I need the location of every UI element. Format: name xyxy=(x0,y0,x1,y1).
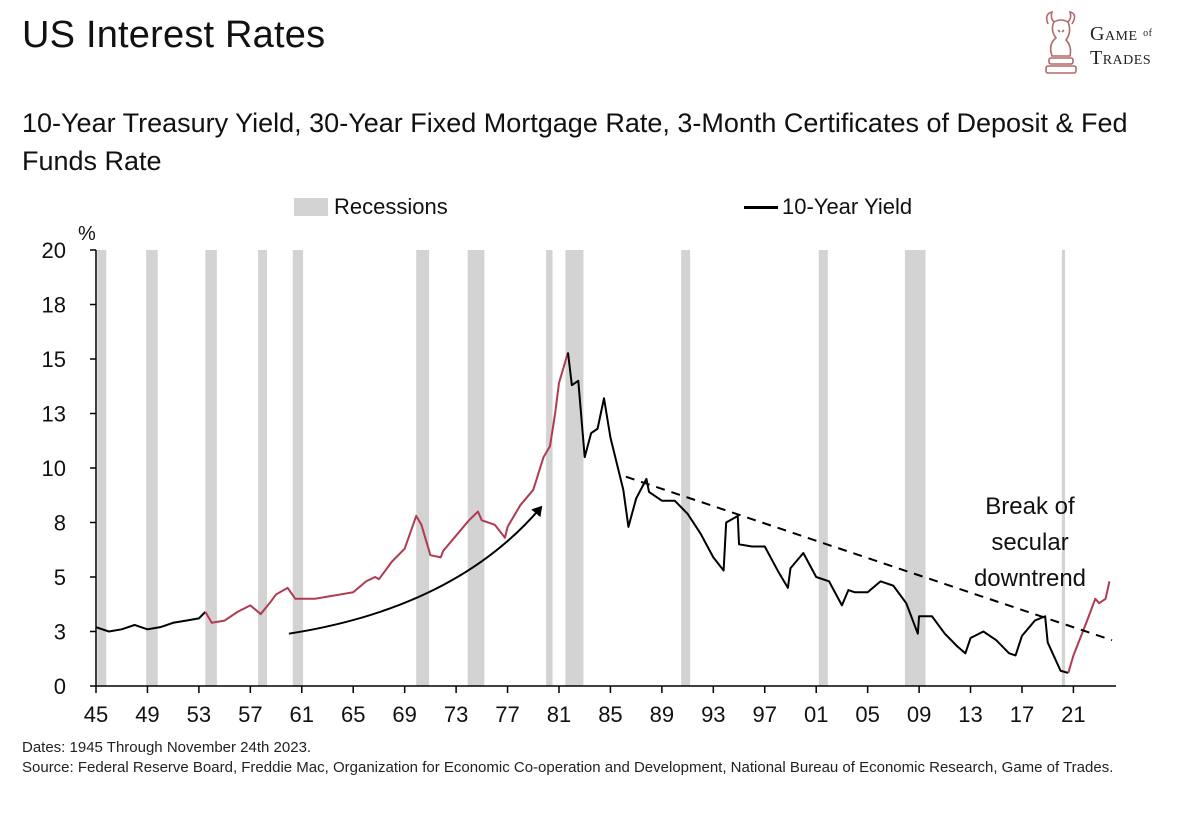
chart-subtitle: 10-Year Treasury Yield, 30-Year Fixed Mo… xyxy=(22,108,1128,176)
annotations: Break of secular downtrend xyxy=(974,493,1086,592)
series-line-10-year-yield xyxy=(1067,581,1111,674)
annotation-line: downtrend xyxy=(974,565,1086,592)
recession-band xyxy=(546,250,553,686)
bull-knight-icon xyxy=(1045,10,1077,74)
y-tick-label: 3 xyxy=(54,620,66,645)
x-tick-label: 05 xyxy=(855,702,879,727)
footnote: Dates: 1945 Through November 24th 2023. … xyxy=(22,738,1182,778)
x-tick-label: 97 xyxy=(753,702,777,727)
legend-recessions-label: Recessions xyxy=(334,194,448,219)
x-tick-label: 01 xyxy=(804,702,828,727)
y-tick-label: 0 xyxy=(54,674,66,699)
axes: 0 3 5 8 10 13 15 18 20% 45 49 53 57 61 65 69 73 77 81 85 89 9… xyxy=(42,223,1116,727)
recession-bands xyxy=(97,250,1066,686)
legend-yield: 10-Year Yield xyxy=(744,194,912,220)
rising-rates-arrow xyxy=(288,505,543,635)
logo-line-2: Trades xyxy=(1090,47,1152,69)
y-tick-label: 18 xyxy=(42,293,66,318)
recession-band xyxy=(1061,250,1066,686)
x-tick-label: 53 xyxy=(187,702,211,727)
recession-band xyxy=(818,250,828,686)
recession-band xyxy=(146,250,158,686)
x-tick-label: 77 xyxy=(495,702,519,727)
recession-band xyxy=(416,250,430,686)
series-line-10-year-yield xyxy=(566,352,1069,674)
series-line-10-year-yield xyxy=(95,611,207,633)
footnote-dates: Dates: 1945 Through November 24th 2023. xyxy=(22,739,312,756)
x-tick-label: 57 xyxy=(238,702,262,727)
x-tick-label: 81 xyxy=(547,702,571,727)
recession-band xyxy=(681,250,691,686)
logo-wordmark: Game of Trades xyxy=(1090,24,1152,68)
series-line-10-year-yield xyxy=(204,352,569,624)
logo xyxy=(1038,10,1188,82)
x-tick-label: 89 xyxy=(650,702,674,727)
recession-band xyxy=(292,250,304,686)
footnote-source: Source: Federal Reserve Board, Freddie M… xyxy=(22,759,1114,776)
x-tick-label: 17 xyxy=(1010,702,1034,727)
x-tick-label: 61 xyxy=(290,702,314,727)
y-axis-unit: % xyxy=(78,223,96,245)
recession-band xyxy=(97,250,107,686)
logo-line-1: Game xyxy=(1090,23,1138,45)
x-tick-label: 73 xyxy=(444,702,468,727)
secular-downtrend-line xyxy=(625,475,1113,642)
legend-yield-label: 10-Year Yield xyxy=(782,194,913,219)
annotation-line: Break of xyxy=(985,493,1075,520)
y-tick-label: 10 xyxy=(42,456,66,481)
legend-recessions: Recessions xyxy=(294,194,448,220)
y-tick-label: 8 xyxy=(54,511,66,536)
recession-swatch xyxy=(294,198,328,216)
yield-swatch xyxy=(744,205,778,209)
logo-of: of xyxy=(1143,28,1153,39)
x-tick-label: 85 xyxy=(598,702,622,727)
y-tick-label: 15 xyxy=(42,347,66,372)
recession-band xyxy=(467,250,485,686)
chart-title: US Interest Rates xyxy=(22,14,326,56)
y-tick-label: 5 xyxy=(54,565,66,590)
x-tick-label: 93 xyxy=(701,702,725,727)
y-tick-label: 13 xyxy=(42,402,66,427)
series xyxy=(95,352,1111,674)
x-tick-label: 65 xyxy=(341,702,365,727)
recession-band xyxy=(904,250,926,686)
recession-band xyxy=(205,250,217,686)
y-tick-label: 20 xyxy=(42,238,66,263)
x-tick-label: 69 xyxy=(392,702,416,727)
x-tick-label: 49 xyxy=(135,702,159,727)
x-tick-label: 45 xyxy=(84,702,108,727)
recession-band xyxy=(565,250,584,686)
annotation-line: secular xyxy=(991,529,1068,556)
x-tick-label: 13 xyxy=(958,702,982,727)
recession-band xyxy=(258,250,268,686)
x-tick-label: 21 xyxy=(1061,702,1085,727)
x-tick-label: 09 xyxy=(907,702,931,727)
